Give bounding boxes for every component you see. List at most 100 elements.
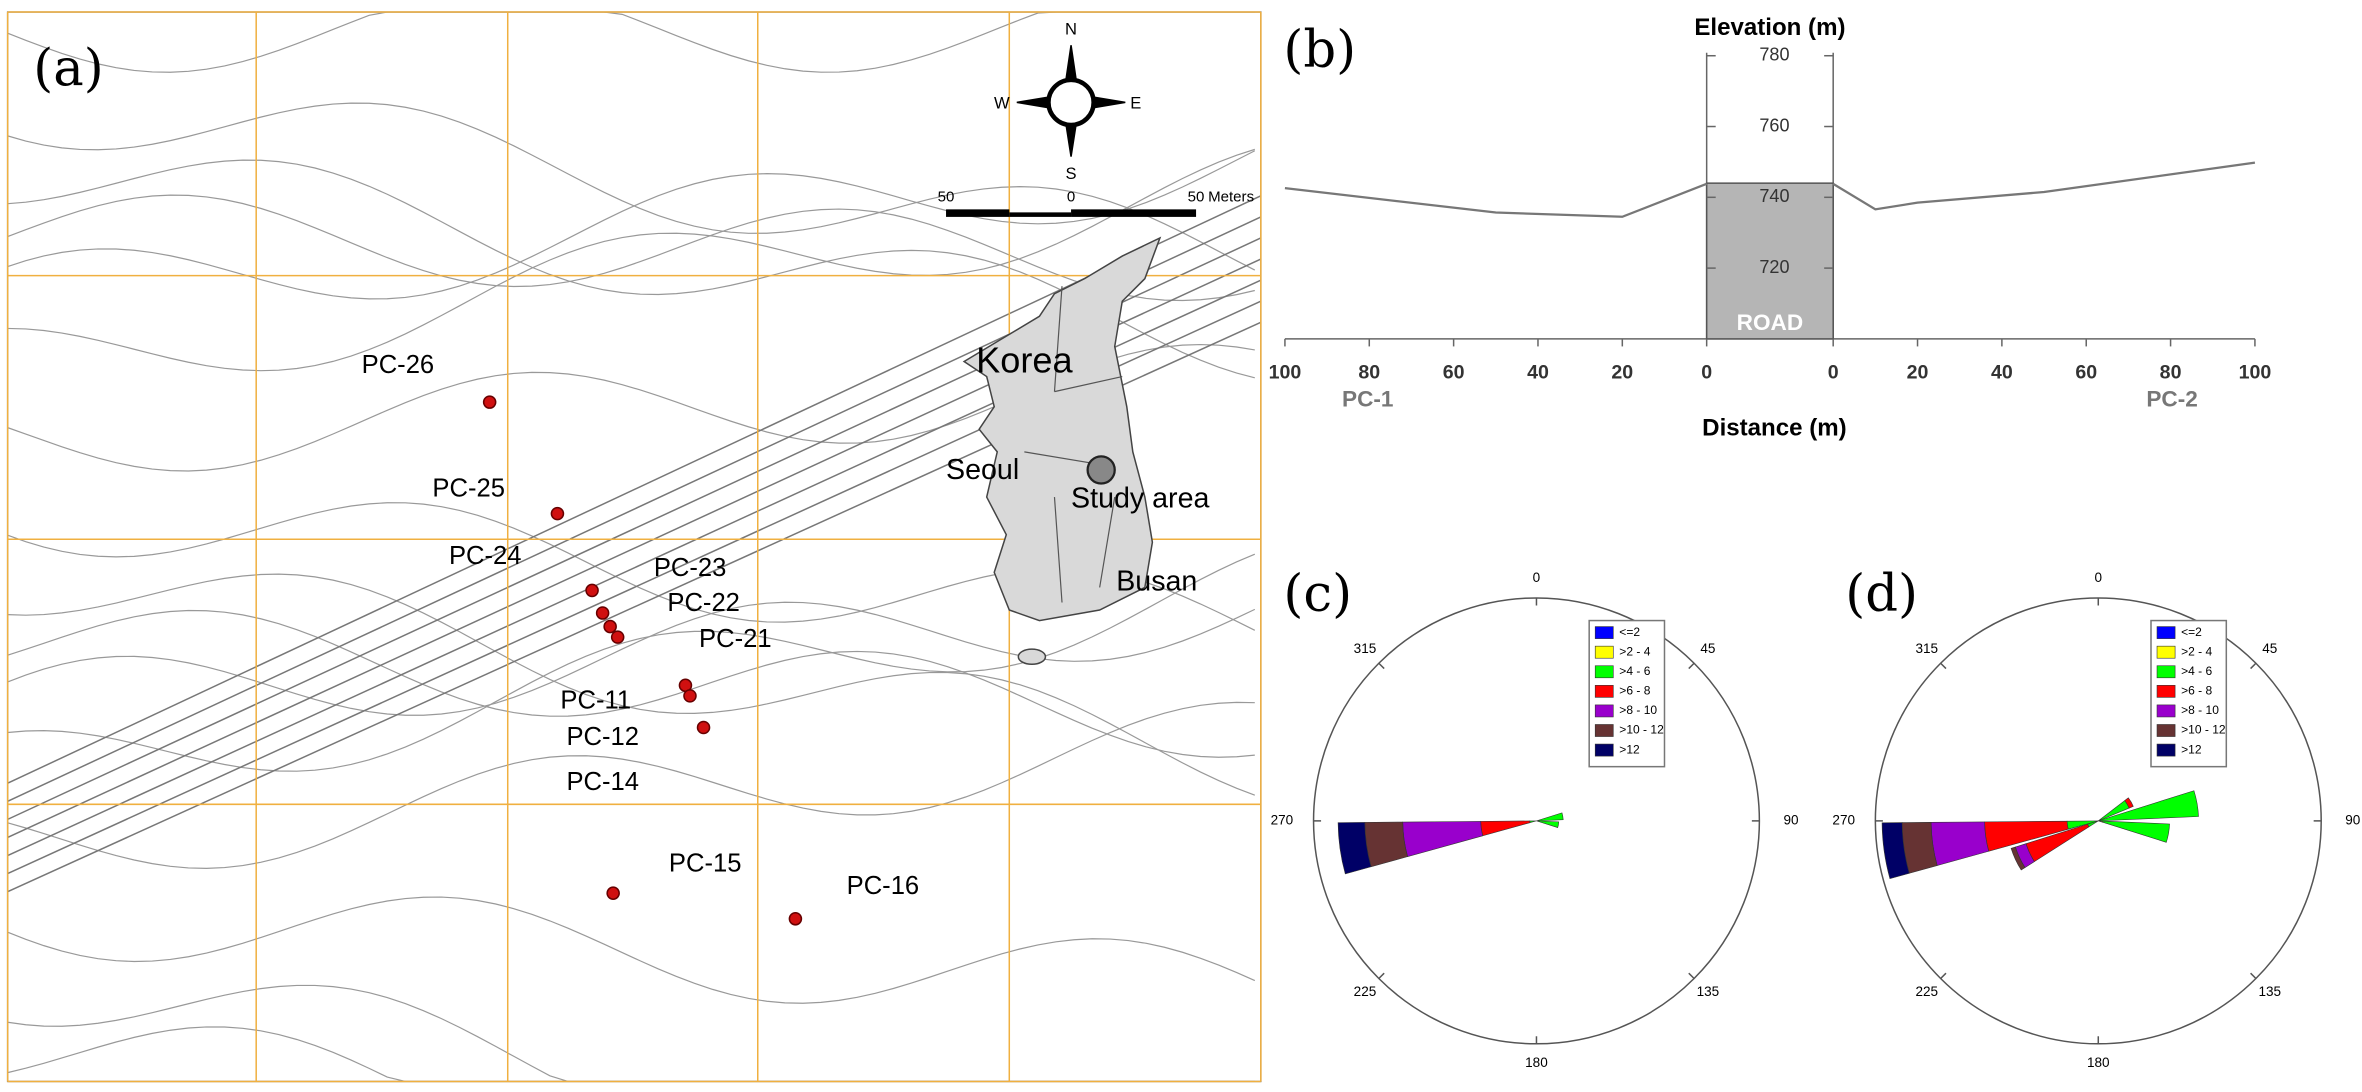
rose-segment <box>1536 820 1560 828</box>
place-label: Study area <box>1071 483 1209 515</box>
x-tick-label: 40 <box>1991 362 2013 384</box>
rose-segment <box>1337 822 1372 875</box>
legend-swatch <box>1594 645 1614 659</box>
angle-tick <box>1940 662 1947 670</box>
site-label: PC-26 <box>362 351 435 379</box>
rose-segment <box>1930 821 1990 866</box>
site-label: PC-24 <box>449 542 522 570</box>
site-label: PC-25 <box>432 474 505 502</box>
x-tick-label: 0 <box>1701 362 1712 384</box>
rose-segment <box>1480 820 1531 837</box>
legend-swatch <box>2156 685 2176 698</box>
angle-tick <box>1688 662 1695 670</box>
y-tick-label: 780 <box>1759 44 1789 64</box>
side-label: PC-1 <box>1342 387 1393 412</box>
rose-segment <box>2124 797 2134 809</box>
legend-swatch <box>1594 724 1614 737</box>
angle-label: 90 <box>1783 812 1798 827</box>
angle-label: 135 <box>2258 984 2281 999</box>
road <box>7 195 1262 784</box>
contour <box>7 194 1255 302</box>
angle-label: 270 <box>1832 812 1855 827</box>
x-tick-label: 100 <box>2239 362 2272 384</box>
y-tick-label: 720 <box>1759 257 1789 277</box>
y-tick-label: 760 <box>1759 115 1789 135</box>
angle-tick <box>1688 972 1695 980</box>
angle-label: 225 <box>1354 984 1377 999</box>
legend-label: >12 <box>2181 742 2202 756</box>
x-tick-label: 60 <box>1443 362 1465 384</box>
legend-label: >8 - 10 <box>1619 703 1657 717</box>
contour <box>7 102 1256 271</box>
site-dot <box>788 912 803 926</box>
jeju <box>1017 648 1047 665</box>
scale-label: 50 <box>938 188 955 205</box>
site-dot <box>606 886 620 900</box>
contour <box>7 609 1255 758</box>
province-borders <box>1024 286 1123 603</box>
rose-segment <box>2098 820 2104 823</box>
rose-segment <box>2098 790 2199 822</box>
x-tick-label: 80 <box>2160 362 2182 384</box>
legend-label: >12 <box>1619 742 1640 756</box>
legend-swatch <box>2156 626 2176 639</box>
legend-label: >2 - 4 <box>2181 644 2212 658</box>
legend-swatch <box>1594 665 1614 679</box>
site-label: PC-14 <box>566 768 639 796</box>
angle-label: 315 <box>1354 641 1377 656</box>
angle-tick <box>1378 662 1385 670</box>
legend-swatch <box>2156 704 2176 718</box>
rose-segment <box>1536 812 1564 822</box>
contour <box>7 150 1256 300</box>
legend-label: >8 - 10 <box>2181 703 2219 717</box>
rose-segment <box>1881 822 1910 880</box>
x-tick-label: 100 <box>1269 362 1302 384</box>
panel-label: (a) <box>33 38 103 98</box>
angle-tick <box>2250 662 2257 670</box>
legend-swatch <box>2156 743 2176 757</box>
compass-letter: W <box>994 93 1010 112</box>
site-dot <box>585 583 599 598</box>
contour <box>7 159 1255 379</box>
site-dot <box>482 395 497 409</box>
contour <box>7 148 1255 372</box>
site-label: PC-12 <box>566 723 639 751</box>
legend-label: >6 - 8 <box>1619 684 1650 698</box>
angle-label: 90 <box>2345 812 2360 827</box>
site-label: PC-11 <box>560 687 631 715</box>
angle-label: 0 <box>1533 570 1541 585</box>
legend-label: >2 - 4 <box>1619 644 1650 658</box>
angle-label: 135 <box>1697 984 1720 999</box>
legend-label: <=2 <box>1619 625 1640 639</box>
road-label: ROAD <box>1737 310 1803 335</box>
site-label: PC-16 <box>847 872 920 900</box>
angle-label: 180 <box>2087 1055 2110 1070</box>
rose-segment <box>2010 846 2026 871</box>
angle-label: 0 <box>2095 570 2103 585</box>
compass-letter: E <box>1130 93 1141 112</box>
site-dot <box>683 689 697 703</box>
x-axis-title: Distance (m) <box>1702 415 1847 442</box>
compass-letter: N <box>1065 19 1077 38</box>
korea-outline <box>962 236 1162 622</box>
legend-swatch <box>2156 665 2176 679</box>
site-label: PC-23 <box>654 554 727 582</box>
x-tick-label: 20 <box>1907 362 1929 384</box>
legend-swatch <box>1594 743 1614 757</box>
profile-line <box>1832 161 2256 211</box>
site-dot <box>595 606 610 620</box>
site-dot <box>550 506 565 521</box>
x-tick-label: 20 <box>1611 362 1633 384</box>
site-label: PC-21 <box>699 625 772 653</box>
scale-label: 0 <box>1067 188 1075 205</box>
site-dot <box>603 619 617 634</box>
legend-label: >4 - 6 <box>2181 664 2212 678</box>
panel-label: (b) <box>1283 20 1356 80</box>
legend-label: >4 - 6 <box>1619 664 1650 678</box>
rose-segment <box>1402 821 1484 857</box>
scale-label: 50 <box>1188 188 1205 205</box>
place-label: Korea <box>976 340 1073 381</box>
legend-swatch <box>1594 626 1614 639</box>
